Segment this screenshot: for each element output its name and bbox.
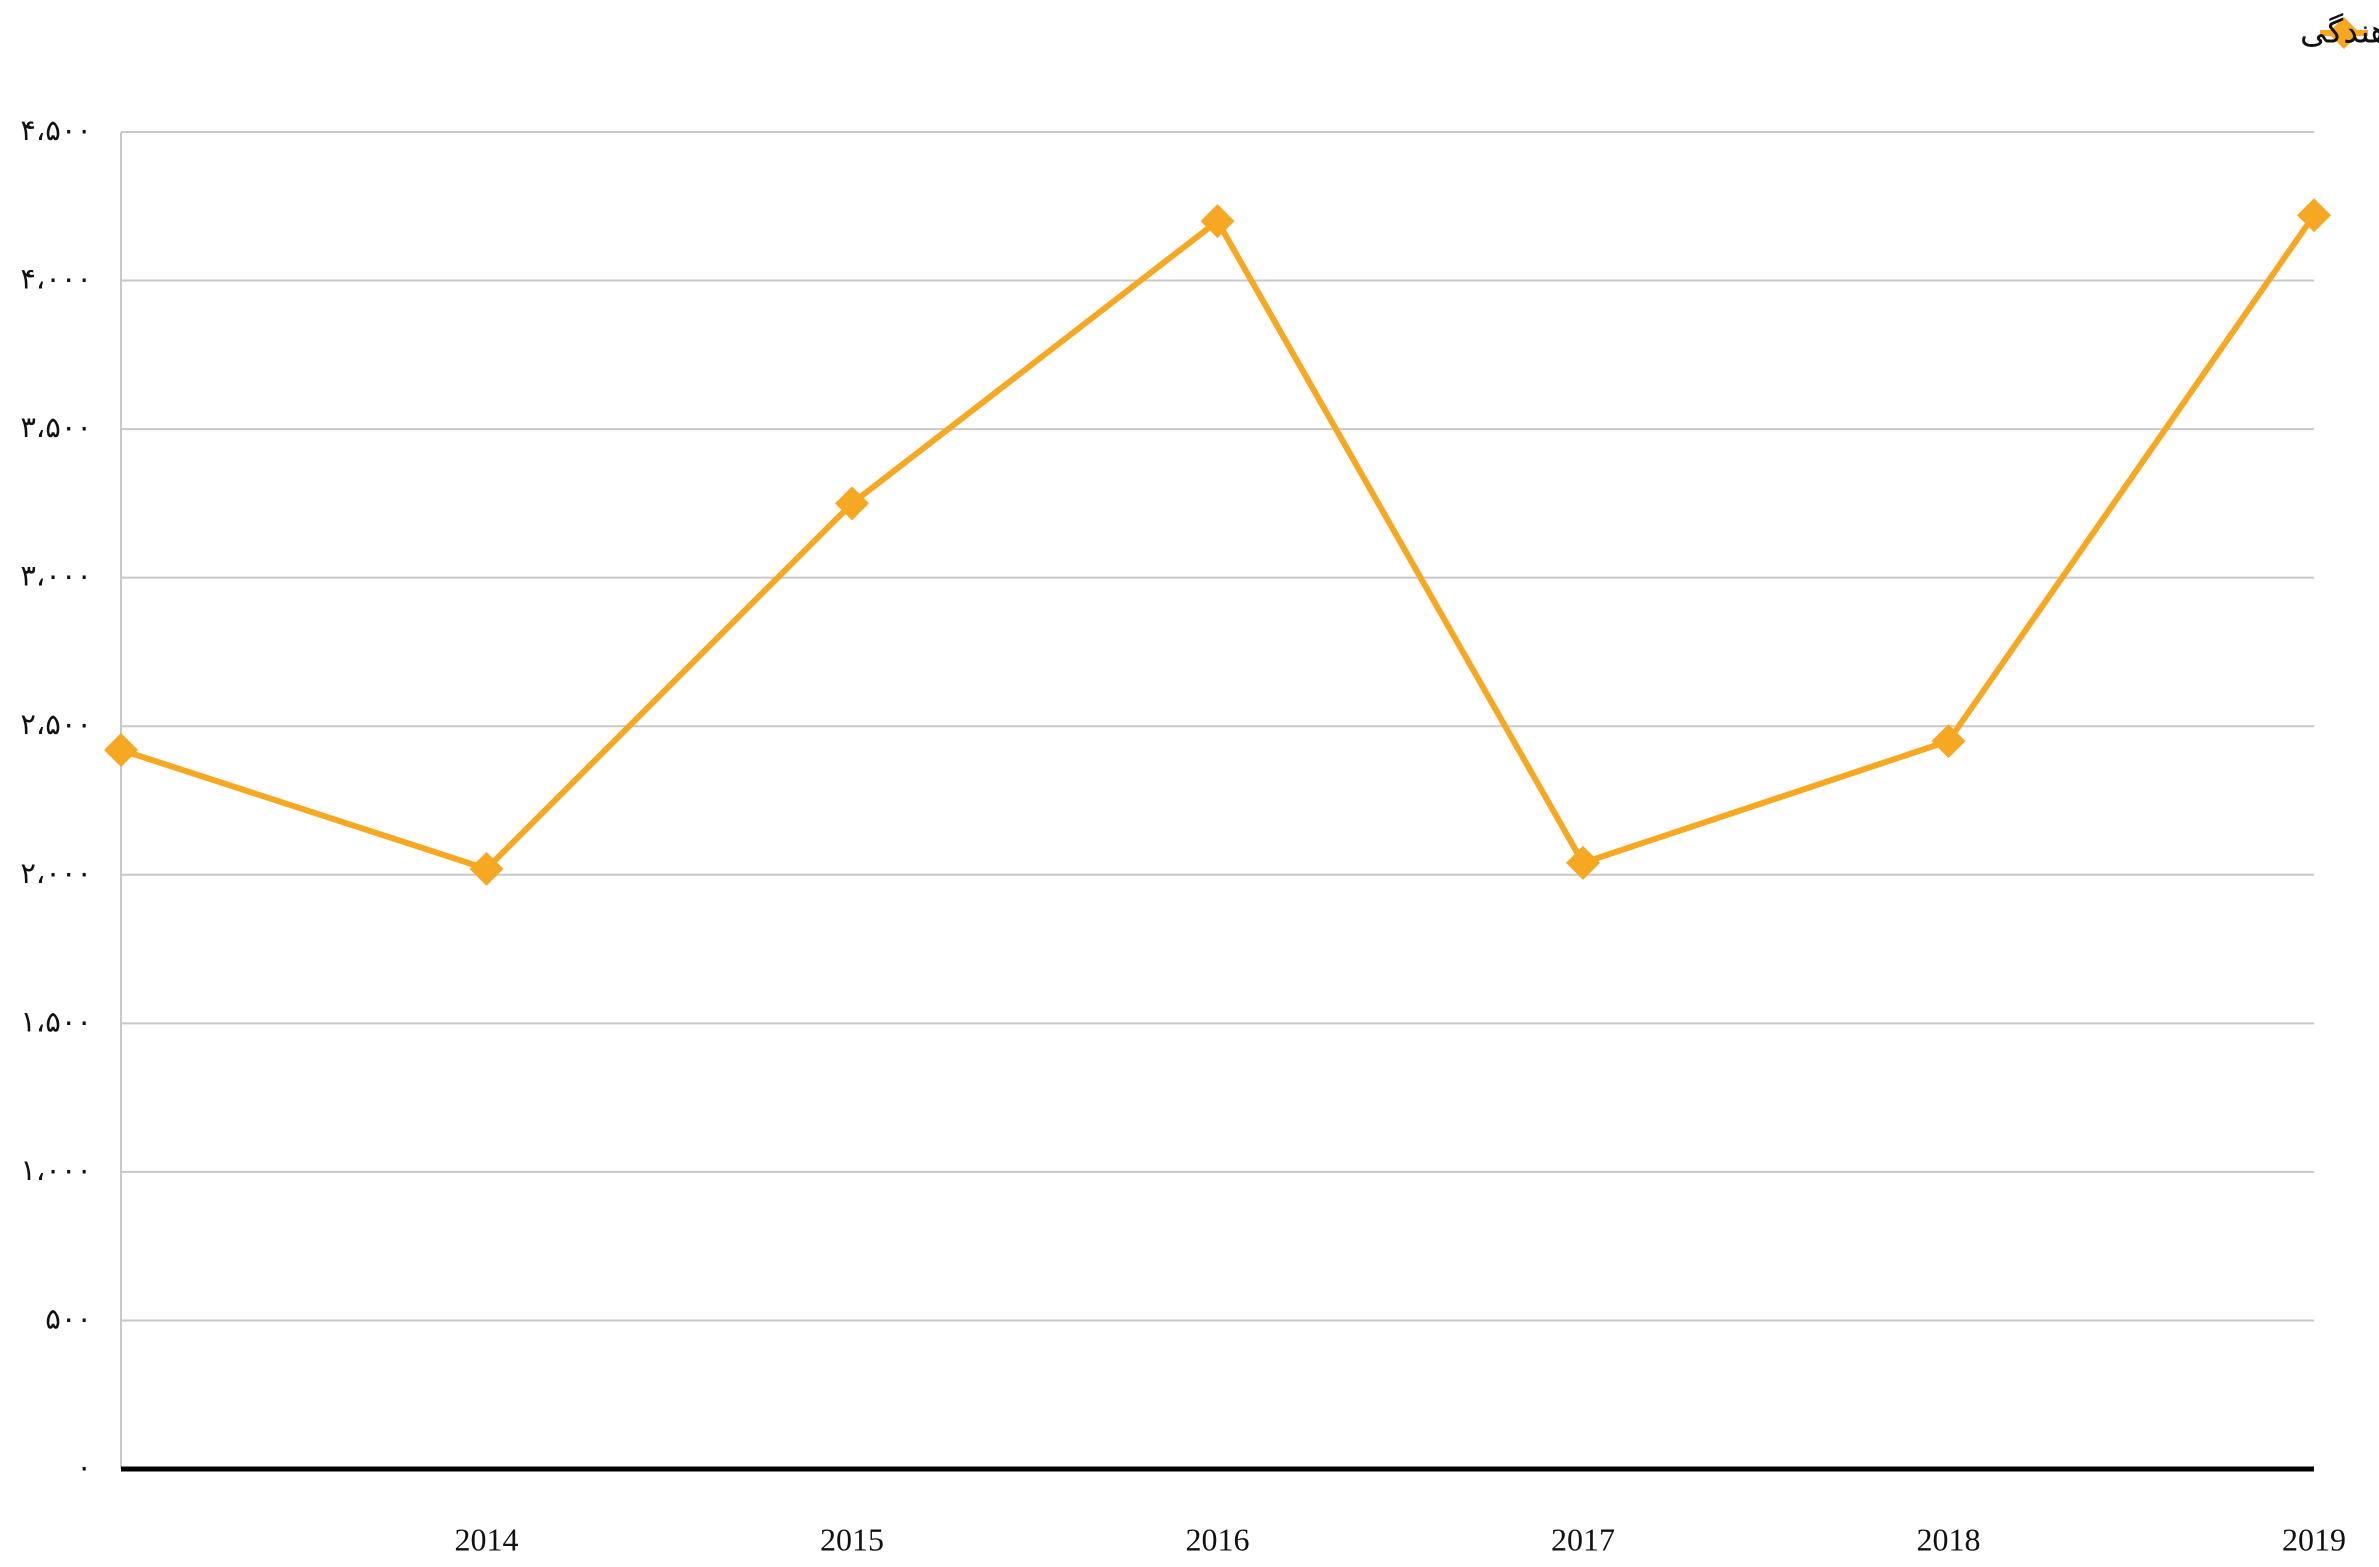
y-tick-label: ۲،۵۰۰: [20, 707, 92, 741]
data-point: [1931, 724, 1966, 759]
data-point: [1566, 845, 1600, 880]
legend-label: متقاضیان پناهندگی: [2300, 12, 2379, 51]
data-point: [2297, 198, 2331, 233]
x-tick-label: 2016: [1186, 1521, 1250, 1557]
legend-marker: [2328, 17, 2360, 49]
y-tick-label: ۳،۵۰۰: [20, 410, 92, 444]
y-tick-label: ۴،۰۰۰: [20, 262, 92, 296]
data-point: [835, 486, 869, 521]
x-tick-label: 2014: [455, 1521, 519, 1557]
y-tick-label: ۱،۵۰۰: [20, 1004, 92, 1038]
x-tick-label: 2019: [2282, 1521, 2346, 1557]
y-tick-label: ۲،۰۰۰: [20, 856, 92, 890]
y-tick-label: ۰: [76, 1450, 92, 1484]
x-tick-label: 2017: [1551, 1521, 1615, 1557]
data-point: [104, 732, 138, 767]
x-tick-label: 2018: [1917, 1521, 1981, 1557]
y-tick-label: ۱،۰۰۰: [20, 1153, 92, 1187]
y-tick-label: ۳،۰۰۰: [20, 559, 92, 593]
x-tick-label: 2015: [820, 1521, 884, 1557]
y-tick-label: ۴،۵۰۰: [20, 113, 92, 147]
series-line: [120, 213, 2317, 872]
data-point: [1200, 204, 1235, 239]
y-tick-label: ۵۰۰: [45, 1301, 92, 1335]
data-point: [469, 851, 504, 886]
